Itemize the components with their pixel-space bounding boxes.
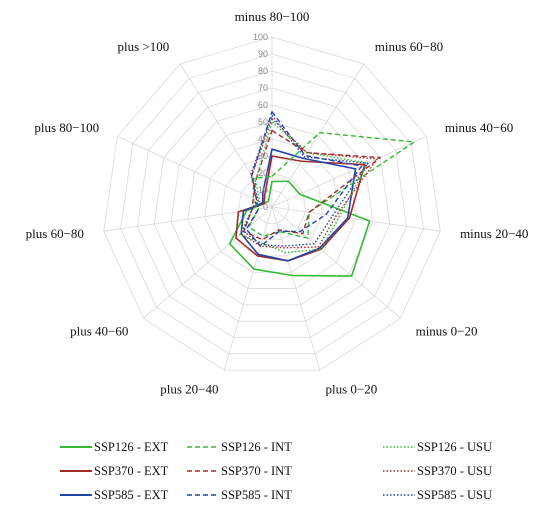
grid-ring: [170, 104, 374, 306]
grid-spoke: [271, 206, 401, 319]
radial-tick-label: 0: [263, 202, 268, 212]
radial-tick-label: 70: [258, 83, 268, 93]
grid-ring: [187, 121, 357, 289]
radial-tick-label: 10: [258, 185, 268, 195]
category-labels: minus 80−100 minus 60−80 minus 40−60 minus …: [26, 9, 529, 396]
legend-label: SSP126 - USU: [417, 440, 492, 454]
radial-tick-label: 30: [258, 151, 268, 161]
grid-spoke: [179, 63, 273, 208]
category-label: plus 0−20: [326, 381, 378, 396]
category-label: plus 60−80: [26, 226, 84, 241]
radial-tick-labels: 0 10 20 30 40 50 60 70 80 90 100: [253, 32, 268, 212]
grid-ring: [237, 172, 307, 241]
radial-tick-label: 50: [258, 117, 268, 127]
grid-ring: [136, 70, 408, 338]
legend-label: SSP126 - EXT: [94, 440, 169, 454]
legend-label: SSP585 - EXT: [94, 488, 169, 502]
grid-spoke: [271, 206, 441, 232]
grid-spoke: [223, 206, 273, 371]
category-label: minus 0−20: [416, 323, 478, 338]
legend-label: SSP585 - INT: [221, 488, 292, 502]
series-line: [239, 121, 369, 254]
category-label: plus 40−60: [70, 323, 128, 338]
grid-ring: [153, 87, 391, 322]
radial-tick-label: 80: [258, 66, 268, 76]
category-label: plus >100: [118, 39, 170, 54]
grid-ring: [103, 36, 441, 371]
radial-tick-label: 40: [258, 134, 268, 144]
legend-label: SSP370 - INT: [221, 464, 292, 478]
series-line: [228, 180, 371, 277]
radial-tick-label: 20: [258, 168, 268, 178]
grid-spoke: [117, 136, 273, 208]
series-line: [240, 148, 357, 262]
grid-ring: [120, 53, 424, 355]
legend: SSP126 - EXT SSP370 - EXT SSP585 - EXT SSP1…: [60, 440, 492, 502]
category-label: minus 40−60: [445, 120, 513, 135]
category-label: plus 20−40: [160, 381, 218, 396]
legend-label: SSP370 - EXT: [94, 464, 169, 478]
radar-grid: [103, 36, 441, 371]
grid-ring: [221, 155, 323, 257]
series-line: [240, 117, 378, 249]
grid-spoke: [271, 136, 427, 208]
radial-tick-label: 100: [253, 32, 268, 42]
series-line: [243, 129, 381, 241]
category-label: minus 20−40: [460, 226, 528, 241]
legend-label: SSP126 - INT: [221, 440, 292, 454]
radial-tick-label: 60: [258, 100, 268, 110]
series-line: [245, 111, 363, 247]
series-line: [243, 114, 369, 247]
grid-ring: [254, 189, 290, 224]
category-label: plus 80−100: [34, 120, 99, 135]
category-label: minus 60−80: [375, 39, 443, 54]
grid-spoke: [271, 63, 365, 208]
grid-spoke: [143, 206, 273, 319]
radar-series: [228, 111, 415, 277]
category-label: minus 80−100: [235, 9, 310, 24]
radial-tick-label: 90: [258, 49, 268, 59]
legend-label: SSP370 - USU: [417, 464, 492, 478]
grid-spoke: [271, 206, 321, 371]
legend-label: SSP585 - USU: [417, 488, 492, 502]
